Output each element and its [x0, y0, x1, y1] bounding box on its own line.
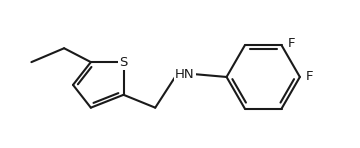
Text: S: S: [120, 56, 128, 69]
Text: F: F: [288, 37, 295, 50]
Text: HN: HN: [175, 67, 195, 81]
Text: F: F: [306, 70, 314, 83]
